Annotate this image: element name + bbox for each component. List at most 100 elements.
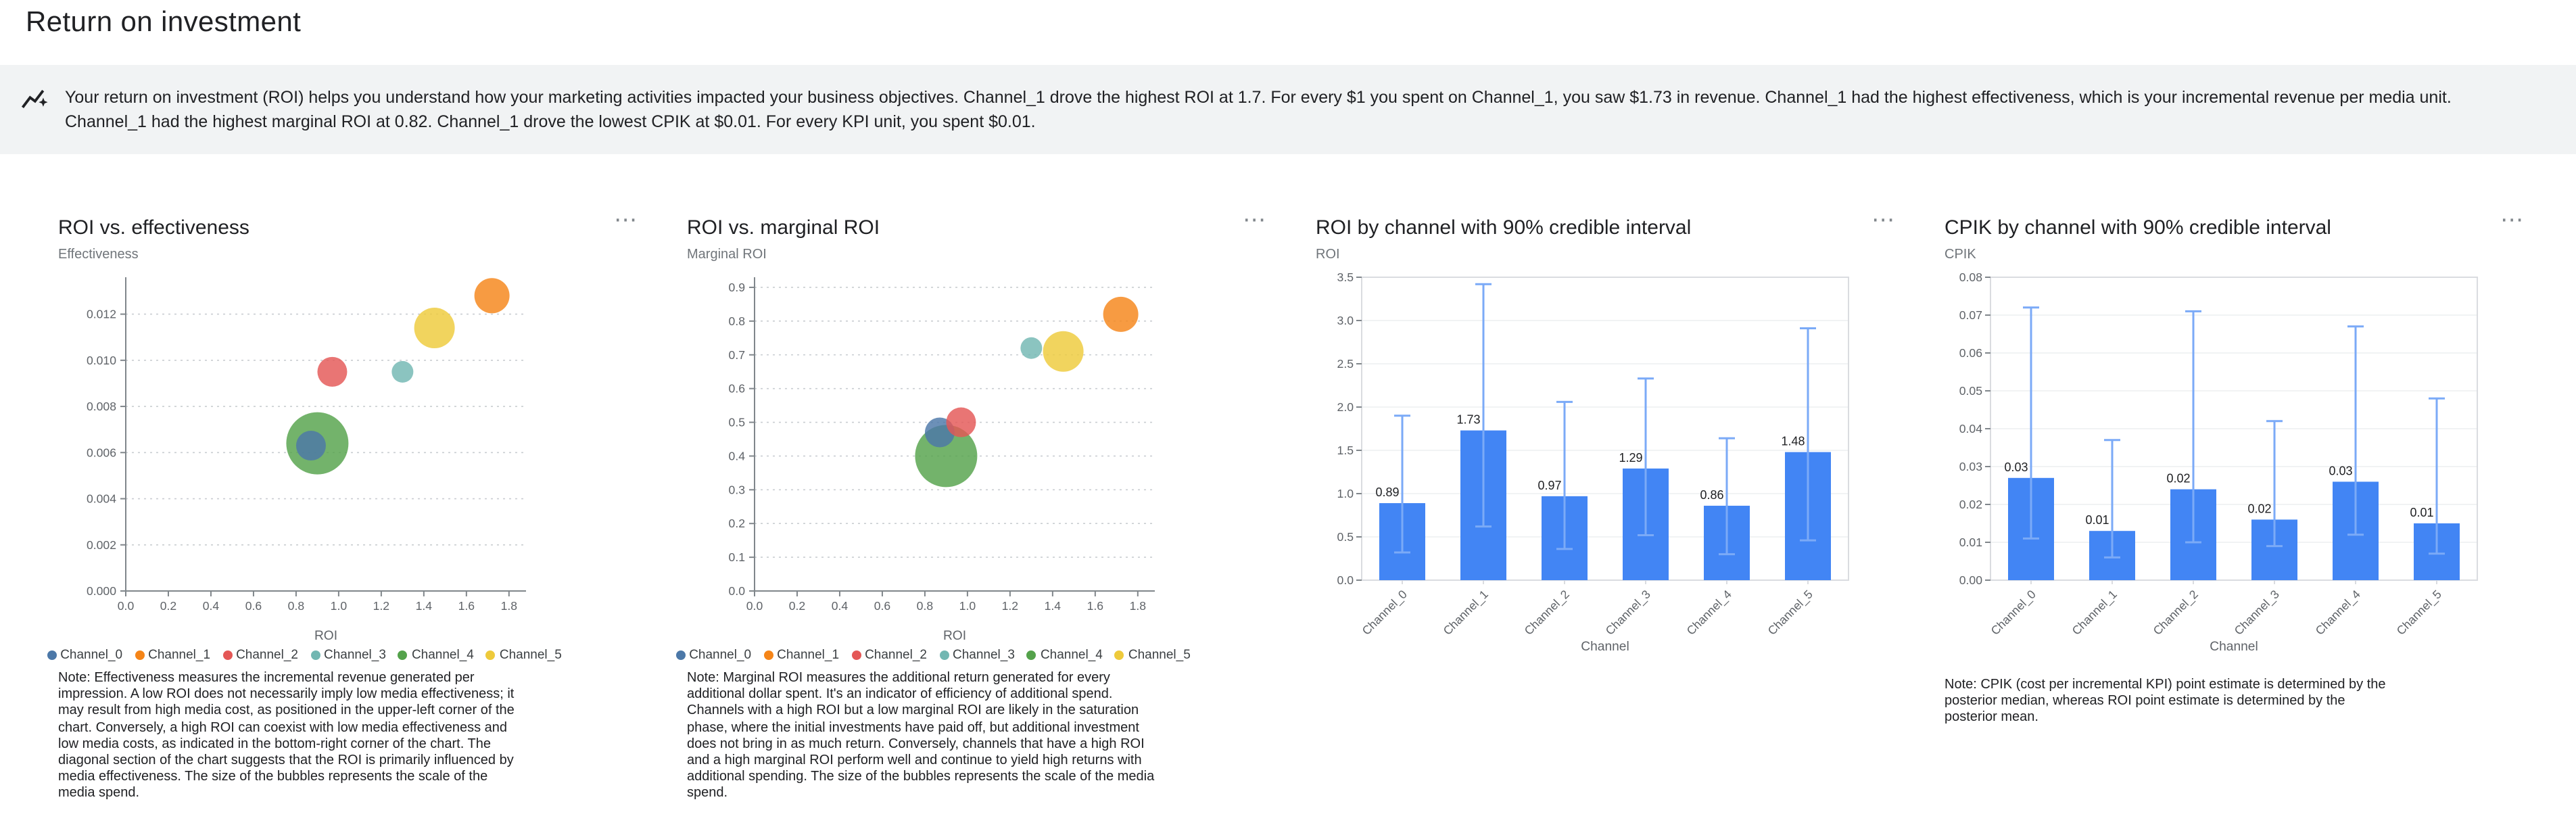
- insights-banner: Your return on investment (ROI) helps yo…: [0, 65, 2576, 154]
- svg-text:Channel: Channel: [2210, 640, 2258, 654]
- y-axis-title: CPIK: [1945, 247, 1976, 262]
- legend-item-channel_0: Channel_0: [47, 648, 122, 663]
- svg-text:0.02: 0.02: [1959, 498, 1982, 511]
- svg-text:1.4: 1.4: [1045, 599, 1062, 613]
- error-bar-channel_5: [2429, 397, 2445, 555]
- svg-text:0.7: 0.7: [729, 348, 745, 362]
- svg-text:1.0: 1.0: [331, 599, 348, 613]
- bubble-channel_5: [1043, 331, 1084, 372]
- roi-effectiveness-scatter-chart: 0.000 0.002 0.004 0.006 0.008 0.010 0.012 0.0 0.…: [87, 277, 526, 643]
- error-bar-channel_0: [2023, 306, 2039, 540]
- svg-text:0.8: 0.8: [288, 599, 305, 613]
- chart-legend: Channel_0 Channel_1 Channel_2 Channel_3 Chan…: [47, 648, 562, 663]
- legend-label: Channel_1: [148, 648, 211, 663]
- y-axis-title: Marginal ROI: [687, 247, 767, 262]
- svg-text:0.8: 0.8: [917, 599, 934, 613]
- svg-text:1.2: 1.2: [1002, 599, 1018, 613]
- svg-text:0.03: 0.03: [2004, 460, 2028, 474]
- card-menu-icon[interactable]: ⋯: [1243, 207, 1267, 233]
- chart-note: Note: CPIK (cost per incremental KPI) po…: [1945, 678, 2386, 726]
- svg-text:0.2: 0.2: [789, 599, 805, 613]
- card-menu-icon[interactable]: ⋯: [614, 207, 638, 233]
- svg-text:ROI: ROI: [314, 629, 337, 643]
- svg-text:Channel_3: Channel_3: [1603, 588, 1654, 638]
- page-title: Return on investment: [26, 7, 302, 38]
- svg-text:0.08: 0.08: [1959, 270, 1982, 284]
- legend-dot: [398, 650, 408, 660]
- svg-text:0.004: 0.004: [87, 492, 116, 506]
- legend-dot: [310, 650, 320, 660]
- svg-text:Channel_1: Channel_1: [2070, 588, 2120, 638]
- svg-text:0.9: 0.9: [729, 281, 745, 294]
- svg-text:Channel_2: Channel_2: [2151, 588, 2201, 638]
- svg-text:Channel: Channel: [1581, 640, 1629, 654]
- svg-text:1.0: 1.0: [959, 599, 976, 613]
- svg-text:0.97: 0.97: [1537, 479, 1561, 492]
- error-bar-channel_1: [1475, 283, 1492, 528]
- svg-text:3.5: 3.5: [1337, 270, 1354, 284]
- bubble-channel_1: [474, 278, 510, 314]
- chart-note: Note: Marginal ROI measures the addition…: [687, 671, 1155, 801]
- svg-text:1.73: 1.73: [1456, 413, 1480, 427]
- svg-text:0.89: 0.89: [1375, 485, 1399, 499]
- svg-text:0.2: 0.2: [160, 599, 176, 613]
- svg-text:1.29: 1.29: [1619, 451, 1642, 465]
- svg-text:1.2: 1.2: [373, 599, 389, 613]
- svg-text:0.006: 0.006: [87, 446, 116, 459]
- svg-text:0.000: 0.000: [87, 584, 116, 598]
- svg-text:0.010: 0.010: [87, 354, 116, 367]
- svg-text:Channel_3: Channel_3: [2232, 588, 2283, 638]
- legend-item-channel_2: Channel_2: [222, 648, 298, 663]
- y-axis-title: Effectiveness: [58, 247, 139, 262]
- legend-label: Channel_2: [865, 648, 927, 663]
- svg-text:0.4: 0.4: [729, 449, 746, 463]
- error-bar-channel_3: [1638, 377, 1654, 536]
- error-bar-channel_1: [2104, 439, 2120, 559]
- svg-text:Channel_4: Channel_4: [1684, 588, 1735, 638]
- svg-text:0.04: 0.04: [1959, 422, 1982, 435]
- svg-text:0.05: 0.05: [1959, 384, 1982, 398]
- legend-item-channel_1: Channel_1: [135, 648, 210, 663]
- card-menu-icon[interactable]: ⋯: [2500, 207, 2525, 233]
- chart-title: ROI by channel with 90% credible interva…: [1316, 216, 1692, 239]
- svg-text:Channel_5: Channel_5: [1765, 588, 1816, 638]
- insights-text: Your return on investment (ROI) helps yo…: [65, 87, 2452, 131]
- svg-text:1.6: 1.6: [1087, 599, 1104, 613]
- svg-text:0.02: 0.02: [2166, 472, 2190, 485]
- legend-label: Channel_3: [324, 648, 386, 663]
- bubble-channel_1: [1103, 296, 1139, 332]
- error-bar-channel_4: [2347, 325, 2364, 536]
- svg-text:Channel_0: Channel_0: [1988, 588, 2039, 638]
- legend-item-channel_2: Channel_2: [851, 648, 927, 663]
- cpik-by-channel-bar-chart: 0.00 0.01 0.02 0.03 0.04 0.05 0.06 0.07 0.08 0.03…: [1959, 270, 2478, 654]
- svg-text:0.1: 0.1: [729, 550, 745, 564]
- bubble-channel_2: [317, 356, 348, 387]
- svg-text:2.0: 2.0: [1337, 400, 1354, 414]
- legend-item-channel_5: Channel_5: [1114, 648, 1191, 663]
- legend-label: Channel_3: [953, 648, 1015, 663]
- svg-text:0.8: 0.8: [729, 314, 746, 328]
- legend-label: Channel_4: [411, 648, 474, 663]
- svg-text:0.02: 0.02: [2247, 502, 2271, 515]
- bubble-channel_5: [414, 308, 455, 349]
- svg-text:0.6: 0.6: [729, 382, 746, 396]
- legend-label: Channel_5: [499, 648, 562, 663]
- svg-text:0.3: 0.3: [729, 483, 746, 496]
- card-menu-icon[interactable]: ⋯: [1871, 207, 1896, 233]
- report-page: Return on investment Your return on inve…: [0, 7, 2576, 829]
- card-roi-by-channel: ⋯ ROI by channel with 90% credible inter…: [1316, 207, 1917, 816]
- legend-item-channel_4: Channel_4: [1026, 648, 1103, 663]
- bubble-channel_2: [946, 407, 976, 437]
- svg-text:1.6: 1.6: [458, 599, 475, 613]
- legend-dot: [1114, 650, 1124, 660]
- svg-text:0.00: 0.00: [1959, 573, 1982, 587]
- legend-dot: [222, 650, 233, 660]
- bubble-channel_0: [295, 431, 326, 461]
- svg-text:0.03: 0.03: [2329, 464, 2352, 477]
- chart-title: ROI vs. effectiveness: [58, 216, 249, 239]
- error-bar-channel_3: [2266, 420, 2283, 548]
- error-bar-channel_4: [1719, 437, 1735, 556]
- card-roi-vs-marginal-roi: ⋯ ROI vs. marginal ROI Marginal ROI 0.0 0…: [675, 207, 1289, 816]
- chart-title: CPIK by channel with 90% credible interv…: [1945, 216, 2331, 239]
- svg-text:1.0: 1.0: [1337, 487, 1354, 500]
